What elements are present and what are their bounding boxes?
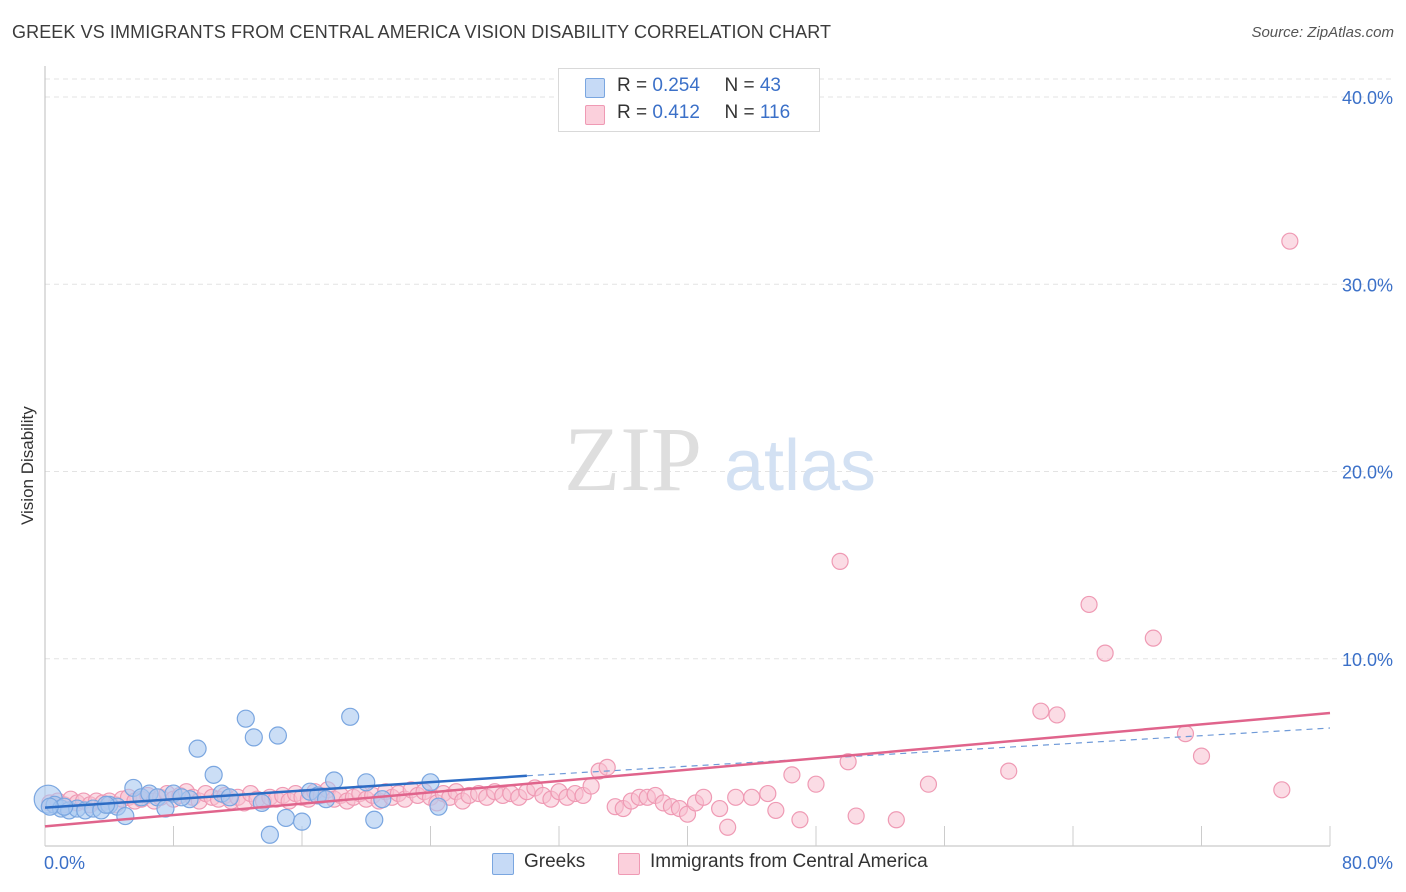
immigrants-point [1080,595,1098,614]
greeks-point [204,765,223,784]
correlation-legend: R = 0.254 N = 43 R = 0.412 N = 116 [558,68,820,132]
immigrants-point [1032,702,1050,720]
immigrants-point [711,799,729,818]
trend-lines [44,711,1331,828]
immigrants-point [839,753,857,771]
greeks-point [341,707,360,726]
legend-r-label: R = [617,75,653,96]
greeks-point [116,806,135,826]
immigrants-point [694,788,713,806]
x-tick-label: 0.0% [44,853,85,873]
legend-n-value: 116 [759,102,791,123]
immigrants-point [887,811,905,829]
legend-r-value: 0.412 [652,102,700,123]
greeks-trend-line [44,774,527,809]
greeks-trend-dashed [526,727,1331,777]
immigrants-point [1273,781,1291,799]
axes [44,66,1331,847]
legend-n-label: N = [724,75,760,96]
immigrants-point [582,777,600,795]
immigrants-point [727,788,745,806]
immigrants-point [719,818,737,836]
x-tick-label: 80.0% [1342,853,1393,873]
legend-swatch-immigrants [618,853,640,875]
immigrants-point [598,758,616,776]
watermark: ZIP atlas [564,408,876,510]
greeks-point [188,739,207,758]
greeks-points [33,707,448,844]
legend-r-label: R = [617,102,653,123]
greeks-point [244,728,263,747]
immigrants-point [1192,747,1211,765]
immigrants-trend-line [44,711,1331,828]
immigrants-point [759,784,777,803]
greeks-point [357,773,376,792]
watermark-atlas: atlas [724,426,876,506]
immigrants-point [847,807,865,825]
y-tick-label: 40.0% [1342,88,1393,108]
legend-swatch-greeks [585,78,605,98]
greeks-point [325,771,344,790]
legend-n-label: N = [724,102,760,123]
immigrants-point [767,801,785,820]
greeks-point [373,790,392,809]
greeks-point [220,788,239,807]
immigrants-point [807,775,825,793]
chart-title: GREEK VS IMMIGRANTS FROM CENTRAL AMERICA… [12,22,832,42]
greeks-point [316,790,336,809]
greeks-point [292,812,312,831]
immigrants-point [743,788,761,806]
immigrants-point [1144,629,1162,647]
greeks-point [268,726,288,745]
tick-labels: 10.0% 20.0% 30.0% 40.0% 0.0% 80.0% [44,88,1393,873]
immigrants-point [919,775,938,793]
legend-swatch-immigrants [585,105,605,125]
immigrants-point [783,766,801,784]
immigrants-point [1281,232,1299,250]
y-tick-label: 30.0% [1342,275,1393,295]
y-axis-label-text: Vision Disability [18,406,37,525]
y-axis-label: Vision Disability [18,325,38,525]
legend-n-value: 43 [759,75,781,96]
greeks-point [236,709,255,728]
legend-label-greeks: Greeks [524,851,586,872]
immigrants-point [1176,725,1195,743]
immigrants-points [41,232,1299,836]
watermark-zip: ZIP [564,408,702,510]
series-legend: Greeks Immigrants from Central America [0,851,1406,877]
source-label: Source: ZipAtlas.com [1251,24,1394,41]
greeks-point [365,810,384,829]
legend-label-immigrants: Immigrants from Central America [650,851,928,872]
y-tick-label: 20.0% [1342,463,1393,483]
greeks-point [429,797,448,816]
y-tick-label: 10.0% [1342,650,1393,670]
immigrants-point [1000,762,1018,780]
legend-swatch-greeks [492,853,514,875]
greeks-point [276,808,296,828]
legend-r-value: 0.254 [652,75,700,96]
immigrants-point [831,552,849,570]
immigrants-point [1048,706,1066,724]
gridlines [45,78,1392,660]
immigrants-point [1096,644,1114,662]
greeks-point [260,825,279,844]
immigrants-point [791,811,809,829]
